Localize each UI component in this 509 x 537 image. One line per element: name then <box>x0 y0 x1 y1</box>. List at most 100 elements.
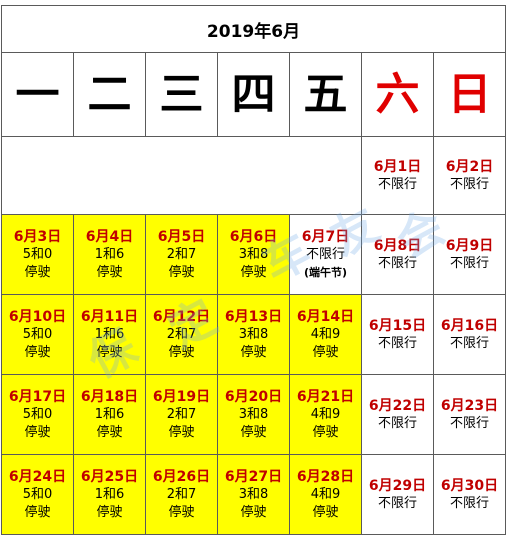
day-date: 6月28日 <box>296 468 355 485</box>
day-rule: 2和7 <box>166 486 197 502</box>
day-date: 6月5日 <box>157 228 206 245</box>
day-cell: 6月2日 不限行 <box>434 137 506 215</box>
day-cell: 6月5日 2和7 停驶 <box>146 215 218 295</box>
day-date: 6月19日 <box>152 388 211 405</box>
weekday-tue: 二 <box>74 53 146 137</box>
day-rule: 4和9 <box>310 326 341 342</box>
day-status: 停驶 <box>96 424 123 440</box>
day-cell: 6月6日 3和8 停驶 <box>218 215 290 295</box>
day-rule: 5和0 <box>22 246 53 262</box>
day-date: 6月7日 <box>301 228 350 245</box>
day-status: 停驶 <box>240 344 267 360</box>
day-rule: 4和9 <box>310 406 341 422</box>
day-date: 6月3日 <box>13 228 62 245</box>
day-cell: 6月9日 不限行 <box>434 215 506 295</box>
day-cell: 6月3日 5和0 停驶 <box>1 215 74 295</box>
weekday-sat: 六 <box>362 53 434 137</box>
day-cell: 6月12日 2和7 停驶 <box>146 295 218 375</box>
day-rule: 不限行 <box>377 335 417 351</box>
day-date: 6月16日 <box>440 317 499 334</box>
day-cell: 6月23日 不限行 <box>434 375 506 455</box>
day-rule: 1和6 <box>94 406 125 422</box>
day-cell: 6月19日 2和7 停驶 <box>146 375 218 455</box>
day-status: 停驶 <box>24 264 51 280</box>
day-rule: 不限行 <box>449 495 489 511</box>
day-date: 6月1日 <box>373 158 422 175</box>
day-rule: 2和7 <box>166 326 197 342</box>
day-date: 6月15日 <box>368 317 427 334</box>
day-rule: 4和9 <box>310 486 341 502</box>
day-rule: 不限行 <box>377 176 417 192</box>
day-cell: 6月25日 1和6 停驶 <box>74 455 146 535</box>
day-date: 6月14日 <box>296 308 355 325</box>
day-date: 6月27日 <box>224 468 283 485</box>
day-rule: 2和7 <box>166 246 197 262</box>
day-date: 6月10日 <box>8 308 67 325</box>
day-status: 停驶 <box>168 424 195 440</box>
day-cell: 6月20日 3和8 停驶 <box>218 375 290 455</box>
day-status: 停驶 <box>168 504 195 520</box>
day-date: 6月17日 <box>8 388 67 405</box>
day-status: 停驶 <box>312 504 339 520</box>
day-rule: 3和8 <box>238 246 269 262</box>
day-cell: 6月30日 不限行 <box>434 455 506 535</box>
day-cell: 6月13日 3和8 停驶 <box>218 295 290 375</box>
day-cell: 6月22日 不限行 <box>362 375 434 455</box>
day-status: 停驶 <box>24 424 51 440</box>
holiday-note: (端午节) <box>303 265 348 279</box>
day-date: 6月6日 <box>229 228 278 245</box>
day-rule: 不限行 <box>449 255 489 271</box>
day-status: 停驶 <box>168 264 195 280</box>
day-rule: 不限行 <box>449 415 489 431</box>
weekday-mon: 一 <box>1 53 74 137</box>
day-cell: 6月18日 1和6 停驶 <box>74 375 146 455</box>
day-status: 停驶 <box>24 504 51 520</box>
day-date: 6月29日 <box>368 477 427 494</box>
day-status: 停驶 <box>96 504 123 520</box>
day-cell: 6月21日 4和9 停驶 <box>290 375 362 455</box>
day-date: 6月4日 <box>85 228 134 245</box>
day-date: 6月21日 <box>296 388 355 405</box>
weekday-fri: 五 <box>290 53 362 137</box>
day-status: 停驶 <box>240 504 267 520</box>
day-date: 6月18日 <box>80 388 139 405</box>
weekday-sun: 日 <box>434 53 506 137</box>
day-rule: 不限行 <box>449 335 489 351</box>
day-cell: 6月14日 4和9 停驶 <box>290 295 362 375</box>
day-cell: 6月29日 不限行 <box>362 455 434 535</box>
day-rule: 2和7 <box>166 406 197 422</box>
day-rule: 5和0 <box>22 326 53 342</box>
day-date: 6月26日 <box>152 468 211 485</box>
day-status: 停驶 <box>96 264 123 280</box>
day-rule: 不限行 <box>377 255 417 271</box>
day-cell: 6月15日 不限行 <box>362 295 434 375</box>
day-cell: 6月11日 1和6 停驶 <box>74 295 146 375</box>
weekday-wed: 三 <box>146 53 218 137</box>
day-cell: 6月10日 5和0 停驶 <box>1 295 74 375</box>
day-date: 6月23日 <box>440 397 499 414</box>
day-cell: 6月16日 不限行 <box>434 295 506 375</box>
day-cell: 6月8日 不限行 <box>362 215 434 295</box>
day-status: 停驶 <box>168 344 195 360</box>
day-rule: 1和6 <box>94 326 125 342</box>
day-cell: 6月28日 4和9 停驶 <box>290 455 362 535</box>
calendar: 2019年6月 一 二 三 四 五 六 日 6月1日 不限行 6月2日 不限行 … <box>1 5 506 536</box>
day-status: 停驶 <box>312 344 339 360</box>
day-rule: 5和0 <box>22 406 53 422</box>
calendar-title: 2019年6月 <box>1 5 506 53</box>
day-date: 6月22日 <box>368 397 427 414</box>
day-rule: 5和0 <box>22 486 53 502</box>
empty-cell <box>1 137 362 215</box>
day-date: 6月11日 <box>80 308 139 325</box>
day-rule: 1和6 <box>94 486 125 502</box>
weekday-thu: 四 <box>218 53 290 137</box>
day-status: 停驶 <box>24 344 51 360</box>
day-cell: 6月24日 5和0 停驶 <box>1 455 74 535</box>
day-cell: 6月1日 不限行 <box>362 137 434 215</box>
day-date: 6月2日 <box>445 158 494 175</box>
day-cell: 6月7日 不限行 (端午节) <box>290 215 362 295</box>
day-rule: 不限行 <box>377 415 417 431</box>
day-rule: 不限行 <box>449 176 489 192</box>
day-rule: 3和8 <box>238 326 269 342</box>
day-rule: 3和8 <box>238 486 269 502</box>
